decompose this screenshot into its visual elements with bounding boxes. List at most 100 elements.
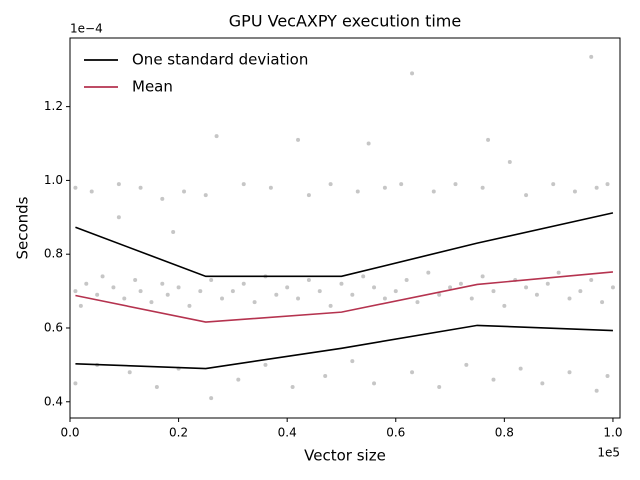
scatter-point [572, 189, 577, 194]
scatter-point [458, 281, 463, 286]
scatter-point [160, 281, 165, 286]
y-offset-label: 1e−4 [70, 22, 103, 36]
scatter-point [100, 274, 105, 279]
scatter-point [263, 362, 268, 367]
scatter-point [209, 278, 214, 283]
x-tick-label: 0.4 [278, 426, 297, 440]
scatter-point [534, 292, 539, 297]
x-tick-label: 0.8 [495, 426, 514, 440]
scatter-point [306, 193, 311, 198]
scatter-point [236, 377, 241, 382]
scatter-point [545, 281, 550, 286]
scatter-point [491, 377, 496, 382]
scatter-point [393, 289, 398, 294]
scatter-point [589, 278, 594, 283]
scatter-point [372, 285, 377, 290]
y-tick-label: 0.8 [44, 247, 63, 261]
scatter-point [491, 289, 496, 294]
scatter-point [540, 381, 545, 386]
scatter-point [594, 185, 599, 190]
scatter-point [600, 300, 605, 305]
scatter-point [518, 366, 523, 371]
scatter-point [182, 189, 187, 194]
scatter-point [464, 362, 469, 367]
scatter-point [323, 373, 328, 378]
legend-label: One standard deviation [132, 51, 308, 69]
scatter-point [437, 292, 442, 297]
x-offset-label: 1e5 [597, 446, 620, 460]
scatter-point [486, 137, 491, 142]
scatter-point [328, 303, 333, 308]
x-axis-label: Vector size [304, 447, 386, 465]
scatter-point [296, 296, 301, 301]
scatter-point [209, 396, 214, 401]
scatter-point [138, 185, 143, 190]
scatter-point [296, 137, 301, 142]
scatter-point [252, 300, 257, 305]
scatter-point [448, 285, 453, 290]
scatter-point [524, 193, 529, 198]
scatter-point [399, 182, 404, 187]
line [75, 212, 614, 278]
scatter-point [73, 289, 78, 294]
scatter-point [605, 373, 610, 378]
scatter-point [171, 230, 176, 235]
scatter-point [203, 193, 208, 198]
scatter-point [404, 278, 409, 283]
scatter-point [567, 370, 572, 375]
scatter-point [431, 189, 436, 194]
scatter-point [556, 270, 561, 275]
scatter-point [426, 270, 431, 275]
scatter-point [133, 278, 138, 283]
scatter-point [122, 296, 127, 301]
scatter-point [116, 182, 121, 187]
scatter-point [382, 185, 387, 190]
scatter-point [127, 370, 132, 375]
scatter-point [589, 54, 594, 59]
y-tick-label: 1.0 [44, 173, 63, 187]
scatter-point [551, 182, 556, 187]
scatter-point [78, 303, 83, 308]
scatter-point [220, 296, 225, 301]
scatter-point [290, 385, 295, 390]
scatter-point [382, 296, 387, 301]
scatter-point [502, 303, 507, 308]
y-tick-label: 0.6 [44, 320, 63, 334]
scatter-point [366, 141, 371, 146]
scatter-point [116, 215, 121, 220]
scatter-point [187, 303, 192, 308]
scatter-point [415, 300, 420, 305]
scatter-point [469, 296, 474, 301]
scatter-point [176, 285, 181, 290]
scatter-point [230, 289, 235, 294]
scatter-point [507, 159, 512, 164]
scatter-point [73, 381, 78, 386]
scatter-point [361, 274, 366, 279]
scatter-point [241, 182, 246, 187]
scatter-point [524, 285, 529, 290]
scatter-point [138, 289, 143, 294]
scatter-point [328, 182, 333, 187]
plot-frame [69, 37, 621, 419]
legend-label: Mean [132, 78, 173, 96]
scatter-point [274, 292, 279, 297]
scatter-point [480, 185, 485, 190]
scatter-point [372, 381, 377, 386]
scatter-point [350, 359, 355, 364]
scatter-point [154, 385, 159, 390]
scatter-point [453, 182, 458, 187]
scatter-point [73, 185, 78, 190]
x-tick-label: 0.2 [169, 426, 188, 440]
line [75, 271, 614, 323]
scatter-point [610, 285, 615, 290]
scatter-point [410, 370, 415, 375]
x-tick-label: 1.0 [603, 426, 622, 440]
scatter-point [111, 285, 116, 290]
scatter-point [306, 278, 311, 283]
scatter-point [149, 300, 154, 305]
scatter-point [350, 292, 355, 297]
scatter-point [214, 134, 219, 139]
scatter-point [410, 71, 415, 76]
y-tick-label: 1.2 [44, 99, 63, 113]
